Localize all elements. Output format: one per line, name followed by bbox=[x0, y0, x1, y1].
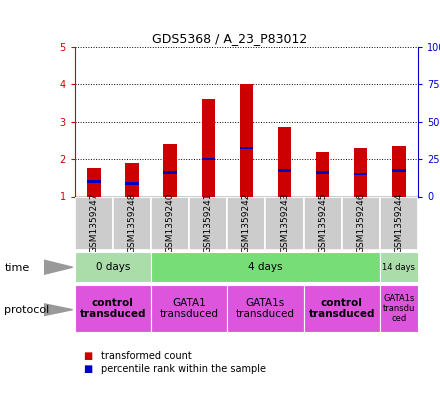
Text: GSM1359242: GSM1359242 bbox=[242, 193, 251, 253]
Bar bbox=[342, 196, 380, 250]
Text: 0 days: 0 days bbox=[96, 262, 130, 272]
Polygon shape bbox=[44, 304, 73, 316]
Bar bbox=[380, 285, 418, 332]
Title: GDS5368 / A_23_P83012: GDS5368 / A_23_P83012 bbox=[152, 31, 307, 44]
Bar bbox=[75, 252, 151, 282]
Bar bbox=[316, 171, 329, 174]
Text: GSM1359247: GSM1359247 bbox=[89, 193, 99, 253]
Bar bbox=[354, 148, 367, 196]
Bar bbox=[240, 84, 253, 196]
Text: percentile rank within the sample: percentile rank within the sample bbox=[101, 364, 266, 375]
Text: GSM1359240: GSM1359240 bbox=[165, 193, 175, 253]
Bar bbox=[227, 285, 304, 332]
Bar bbox=[304, 196, 342, 250]
Bar bbox=[151, 252, 380, 282]
Text: control
transduced: control transduced bbox=[80, 298, 146, 319]
Bar bbox=[75, 285, 151, 332]
Bar bbox=[392, 169, 406, 172]
Bar bbox=[380, 196, 418, 250]
Bar bbox=[240, 147, 253, 149]
Text: ■: ■ bbox=[84, 364, 93, 375]
Bar bbox=[189, 196, 227, 250]
Bar bbox=[151, 196, 189, 250]
Bar bbox=[164, 144, 177, 196]
Bar bbox=[278, 169, 291, 172]
Text: GSM1359243: GSM1359243 bbox=[280, 193, 289, 253]
Bar bbox=[304, 285, 380, 332]
Text: control
transduced: control transduced bbox=[308, 298, 375, 319]
Text: GSM1359246: GSM1359246 bbox=[356, 193, 365, 253]
Text: GATA1
transduced: GATA1 transduced bbox=[160, 298, 219, 319]
Bar bbox=[227, 196, 265, 250]
Text: GSM1359241: GSM1359241 bbox=[204, 193, 213, 253]
Text: GSM1359244: GSM1359244 bbox=[394, 193, 403, 253]
Bar bbox=[75, 196, 113, 250]
Bar bbox=[202, 158, 215, 160]
Text: GSM1359245: GSM1359245 bbox=[318, 193, 327, 253]
Bar bbox=[164, 171, 177, 174]
Text: GATA1s
transduced: GATA1s transduced bbox=[236, 298, 295, 319]
Text: GATA1s
transdu
ced: GATA1s transdu ced bbox=[383, 294, 415, 323]
Text: protocol: protocol bbox=[4, 305, 50, 315]
Text: time: time bbox=[4, 263, 29, 274]
Bar bbox=[202, 99, 215, 196]
Bar bbox=[380, 252, 418, 282]
Text: 14 days: 14 days bbox=[382, 263, 415, 272]
Text: 4 days: 4 days bbox=[248, 262, 283, 272]
Text: GSM1359248: GSM1359248 bbox=[128, 193, 136, 253]
Bar bbox=[265, 196, 304, 250]
Bar bbox=[87, 169, 100, 196]
Polygon shape bbox=[44, 260, 73, 274]
Text: transformed count: transformed count bbox=[101, 351, 192, 361]
Bar bbox=[151, 285, 227, 332]
Bar bbox=[125, 163, 139, 196]
Bar bbox=[316, 152, 329, 196]
Bar bbox=[125, 182, 139, 185]
Text: ■: ■ bbox=[84, 351, 93, 361]
Bar bbox=[113, 196, 151, 250]
Bar bbox=[354, 173, 367, 175]
Bar bbox=[278, 127, 291, 196]
Bar bbox=[87, 180, 100, 183]
Bar bbox=[392, 146, 406, 196]
